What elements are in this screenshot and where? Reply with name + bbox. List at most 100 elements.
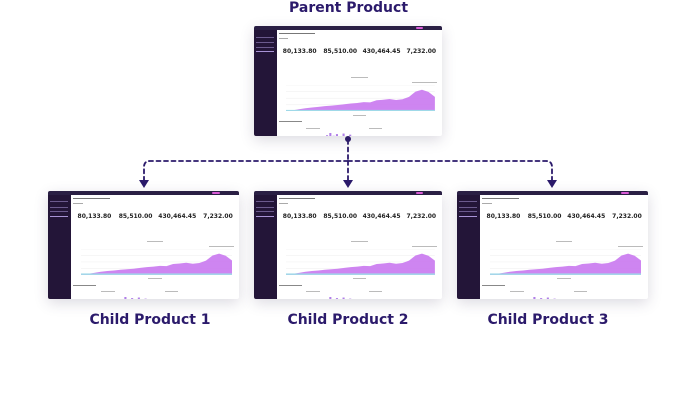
chart-legend [412, 81, 438, 83]
sidebar-item [255, 211, 274, 213]
kpi-card: 85,510.00 [322, 44, 358, 55]
sidebar-item [458, 201, 478, 203]
mini-bar [329, 296, 332, 299]
panel-label-right [574, 291, 588, 293]
sidebar-item [255, 42, 274, 44]
app-sidebar [48, 195, 71, 299]
app-top-bar [254, 191, 442, 195]
kpi-card: 85,510.00 [117, 209, 154, 220]
panel-label-left [306, 127, 320, 129]
mini-bar-chart [530, 296, 556, 299]
mini-bar [336, 297, 339, 299]
sidebar-item [255, 36, 274, 38]
area-chart [286, 85, 436, 112]
mini-bar [329, 133, 332, 136]
kpi-value: 80,133.80 [77, 213, 112, 221]
x-axis-label [352, 114, 366, 116]
mini-bar [131, 297, 134, 299]
sidebar-item [49, 215, 69, 217]
chart-title [350, 77, 368, 79]
dashboard-subheading [278, 202, 289, 204]
kpi-card: 7,232.00 [608, 209, 645, 220]
sidebar-item [49, 201, 69, 203]
mini-bar [124, 296, 127, 299]
sidebar-item [255, 201, 274, 203]
x-axis-label [557, 278, 571, 280]
kpi-card: 80,133.80 [485, 209, 522, 220]
section-heading [481, 284, 506, 286]
section-heading [72, 284, 97, 286]
dashboard-heading [278, 198, 315, 200]
mini-bar [547, 297, 550, 299]
kpi-value: 7,232.00 [612, 213, 642, 221]
mini-bar-chart [326, 133, 352, 136]
mini-bar [349, 135, 352, 136]
app-sidebar [254, 30, 277, 136]
baseline-series [489, 273, 642, 275]
sidebar-item [49, 211, 69, 213]
chart-title [146, 241, 164, 243]
dashboard-heading [72, 198, 110, 200]
panel-label-right [369, 291, 383, 293]
panel-label-left [510, 291, 524, 293]
kpi-value: 7,232.00 [406, 213, 437, 221]
dashboard-content: 80,133.80 85,510.00 430,464.45 7,232.00 [277, 30, 442, 136]
mini-bar [553, 298, 556, 299]
area-chart [286, 249, 436, 275]
connector-right [347, 160, 553, 181]
mini-bar-chart [121, 296, 147, 299]
kpi-card: 430,464.45 [362, 44, 401, 56]
area-series [286, 89, 436, 112]
area-series [489, 253, 642, 275]
top-bar-button [415, 27, 424, 29]
chart-legend [617, 245, 643, 247]
kpi-card: 80,133.80 [76, 209, 113, 220]
dashboard-heading [481, 198, 519, 200]
area-series [80, 253, 233, 275]
baseline-series [286, 273, 436, 275]
kpi-card: 430,464.45 [158, 209, 197, 221]
kpi-card: 430,464.45 [362, 209, 401, 221]
top-bar-button [212, 192, 220, 194]
panel-label-left [101, 291, 115, 293]
kpi-card: 7,232.00 [199, 209, 236, 220]
kpi-card: 430,464.45 [567, 209, 606, 221]
kpi-card: 7,232.00 [403, 209, 439, 220]
app-sidebar [254, 195, 277, 299]
chart-legend [412, 245, 438, 247]
panel-label-left [306, 291, 320, 293]
kpi-value: 85,510.00 [323, 213, 358, 221]
sidebar-item [255, 215, 274, 217]
arrowhead-right [547, 180, 557, 188]
top-bar-button [621, 192, 629, 194]
app-top-bar [48, 191, 239, 195]
kpi-card: 85,510.00 [322, 209, 358, 220]
child-product-2-title: Child Product 2 [287, 312, 409, 328]
dashboard-subheading [278, 37, 289, 39]
sidebar-item [255, 46, 274, 48]
mini-bar [138, 297, 141, 299]
chart-title [350, 241, 368, 243]
arrowhead-left [139, 180, 149, 188]
child-product-3-screenshot: 80,133.80 85,510.00 430,464.45 7,232.00 [457, 191, 648, 299]
dashboard-content: 80,133.80 85,510.00 430,464.45 7,232.00 [480, 195, 648, 299]
kpi-value: 85,510.00 [527, 213, 562, 221]
kpi-value: 80,133.80 [486, 213, 521, 221]
panel-label-right [165, 291, 179, 293]
dashboard-subheading [72, 202, 83, 204]
section-heading [278, 121, 302, 123]
kpi-value: 430,464.45 [362, 213, 401, 221]
mini-bar [540, 297, 543, 299]
kpi-value: 430,464.45 [158, 213, 197, 221]
kpi-value: 430,464.45 [362, 48, 401, 56]
area-series [286, 253, 436, 275]
chart-legend [208, 245, 234, 247]
x-axis-label [352, 278, 366, 280]
mini-bar [144, 298, 147, 299]
kpi-value: 80,133.80 [282, 48, 317, 56]
arrowhead-middle [343, 180, 353, 188]
kpi-value: 430,464.45 [567, 213, 606, 221]
connector-left [143, 160, 349, 181]
kpi-value: 7,232.00 [406, 48, 437, 56]
